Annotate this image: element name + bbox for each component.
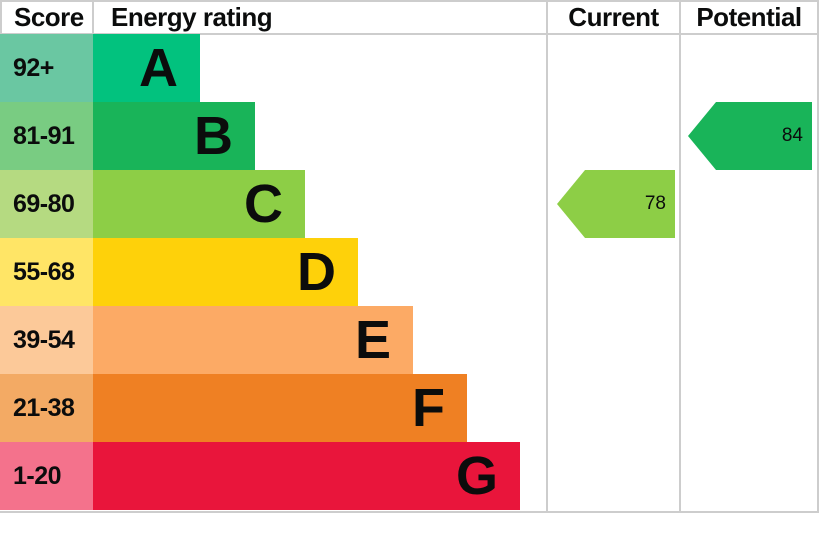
table-bottom-border bbox=[0, 511, 819, 513]
divider-score-rating bbox=[92, 0, 94, 34]
band-row-f: 21-38 F bbox=[0, 374, 520, 442]
band-bar-d: D bbox=[93, 238, 358, 306]
potential-rating-arrow: 84 bbox=[688, 102, 812, 170]
current-column-header: Current bbox=[568, 1, 659, 32]
score-range-a: 92+ bbox=[0, 34, 93, 102]
band-bar-e: E bbox=[93, 306, 413, 374]
band-bar-a: A bbox=[93, 34, 200, 102]
band-bar-g: G bbox=[93, 442, 520, 510]
band-bar-b: B bbox=[93, 102, 255, 170]
divider-rating-current bbox=[546, 0, 548, 513]
score-range-d: 55-68 bbox=[0, 238, 93, 306]
band-row-b: 81-91 B bbox=[0, 102, 520, 170]
band-row-g: 1-20 G bbox=[0, 442, 520, 510]
band-row-e: 39-54 E bbox=[0, 306, 520, 374]
score-range-f: 21-38 bbox=[0, 374, 93, 442]
current-rating-value: 78 bbox=[644, 193, 666, 214]
score-range-g: 1-20 bbox=[0, 442, 93, 510]
band-row-d: 55-68 D bbox=[0, 238, 520, 306]
divider-table-left bbox=[0, 0, 2, 34]
potential-column-header: Potential bbox=[696, 1, 802, 32]
table-top-border bbox=[0, 0, 819, 2]
energy-rating-column-header: Energy rating bbox=[111, 1, 273, 32]
potential-rating-value: 84 bbox=[781, 125, 803, 146]
band-bar-f: F bbox=[93, 374, 467, 442]
score-column-header: Score bbox=[14, 1, 84, 32]
band-bar-c: C bbox=[93, 170, 305, 238]
score-range-e: 39-54 bbox=[0, 306, 93, 374]
current-rating-arrow: 78 bbox=[557, 170, 675, 238]
band-row-c: 69-80 C bbox=[0, 170, 520, 238]
table-right-border bbox=[817, 0, 819, 513]
rating-bands: 92+ A 81-91 B 69-80 C 55-68 D 39-54 E 21-38 F 1-20 G bbox=[0, 34, 520, 510]
divider-current-potential bbox=[679, 0, 681, 513]
score-range-b: 81-91 bbox=[0, 102, 93, 170]
score-range-c: 69-80 bbox=[0, 170, 93, 238]
header-bottom-border bbox=[0, 33, 819, 35]
band-row-a: 92+ A bbox=[0, 34, 520, 102]
